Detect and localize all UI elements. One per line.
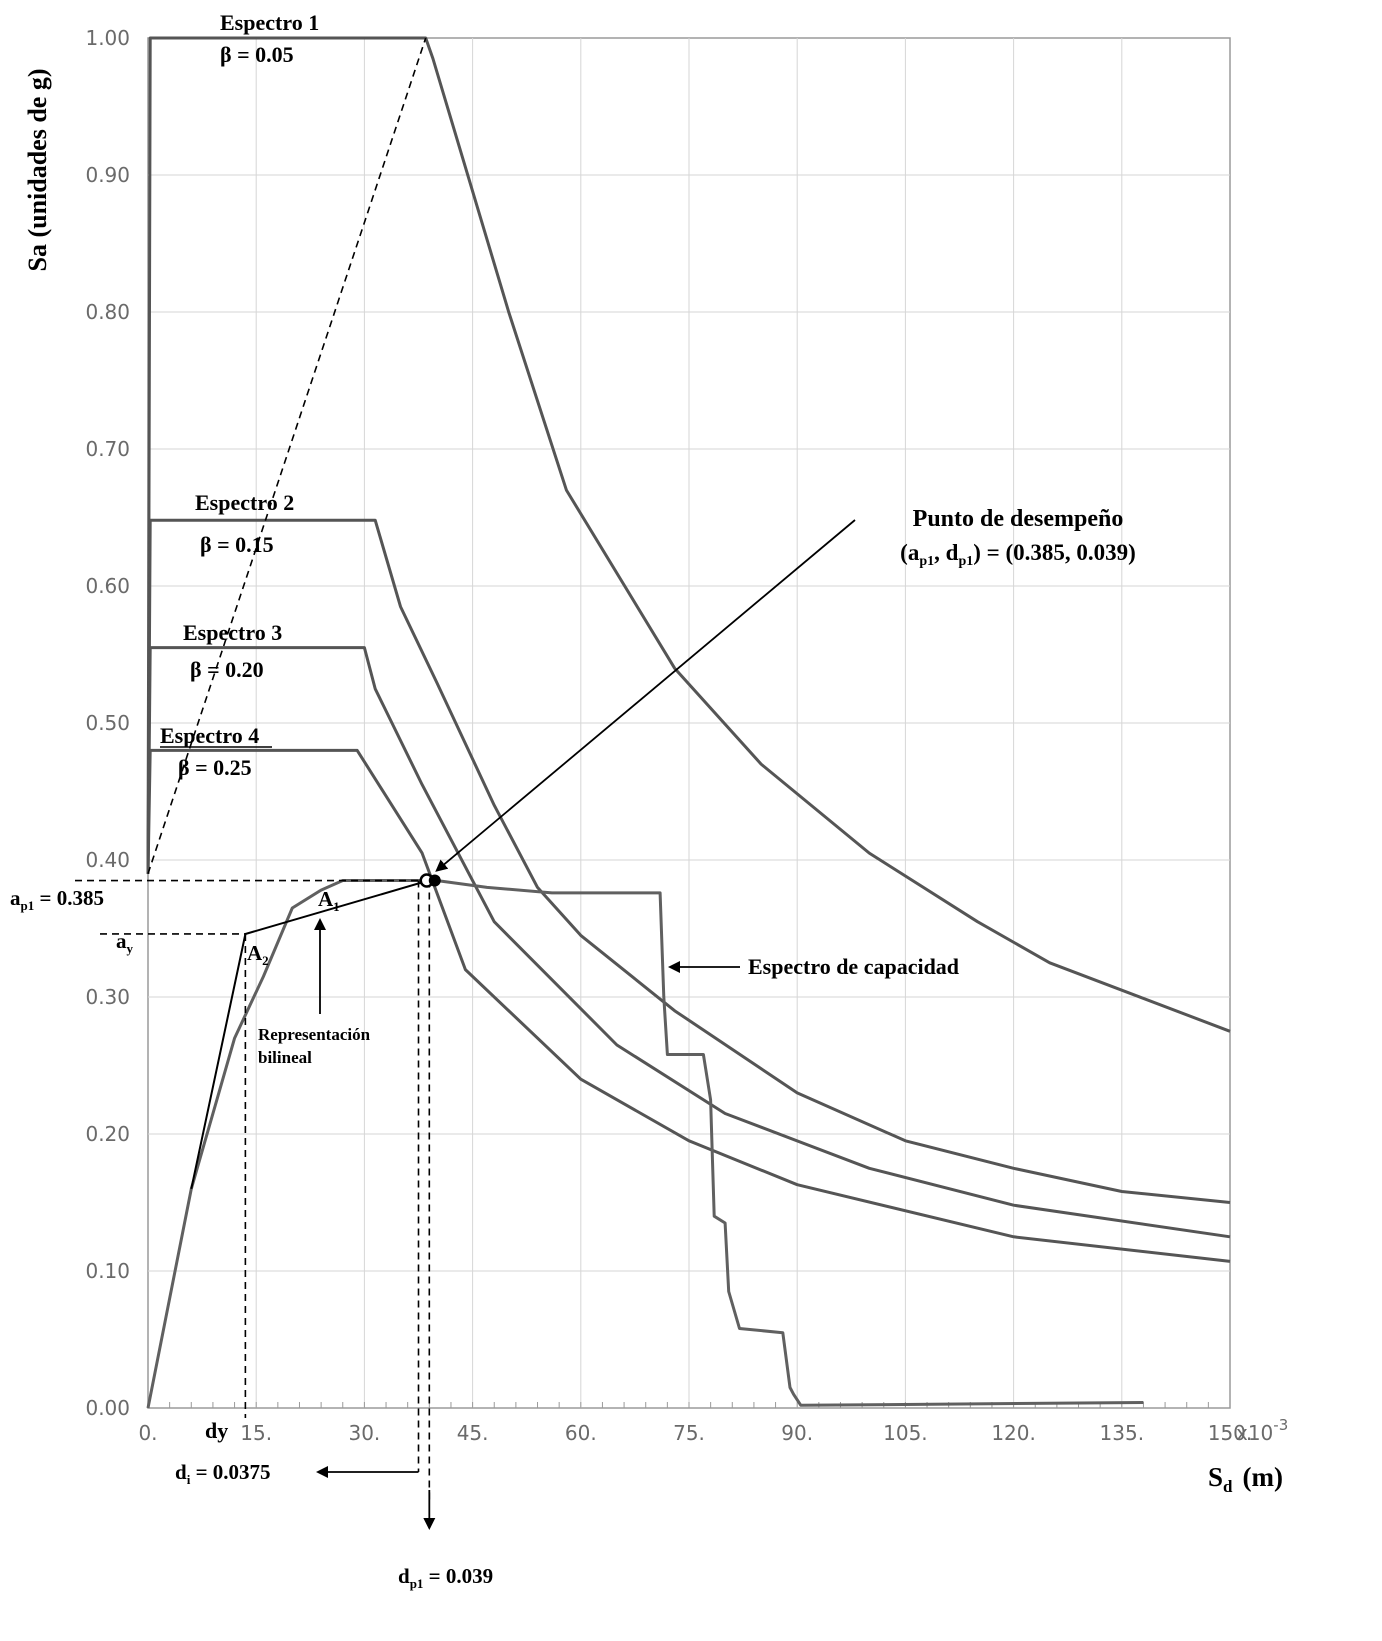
series-espectro-2 (146, 518, 1231, 1204)
series-layer (146, 36, 1231, 1409)
x-tick-label: 15. (240, 1421, 272, 1445)
x-tick-label: 105. (883, 1421, 928, 1445)
x-tick-label: 30. (348, 1421, 380, 1445)
x-tick-label: 0. (138, 1421, 157, 1445)
spectrum-2-beta: β = 0.15 (200, 532, 274, 557)
y-tick-label: 0.40 (85, 848, 130, 872)
y-tick-label: 1.00 (85, 26, 130, 50)
bilinear-label: Representación (258, 1025, 371, 1044)
series-espectro-3 (146, 646, 1231, 1239)
spectrum-1-beta: β = 0.05 (220, 42, 294, 67)
capacity-label: Espectro de capacidad (748, 954, 959, 979)
annotation-layer (75, 37, 856, 1530)
x-tick-label: 135. (1100, 1421, 1145, 1445)
x-tick-label: 60. (565, 1421, 597, 1445)
y-tick-label: 0.80 (85, 300, 130, 324)
text-layer: 0. 15. 30. 45. 60. 75. 90. 105. 120. 135. 150. 0.00… (10, 10, 1288, 1591)
y-tick-label: 0.70 (85, 437, 130, 461)
A2-label: A2 (247, 941, 269, 968)
spectrum-3-label: Espectro 3 (183, 620, 282, 645)
spectrum-3-beta: β = 0.20 (190, 657, 264, 682)
x-tick-label: 90. (781, 1421, 813, 1445)
series-espectro-4 (146, 748, 1231, 1263)
x-tick-label: 75. (673, 1421, 705, 1445)
grid (147, 37, 1231, 1409)
bilinear-label-2: bilineal (258, 1048, 312, 1067)
x-axis-label: Sd (m) (1208, 1462, 1283, 1496)
tangent-dashed-line (147, 37, 427, 874)
performance-point-marker (428, 874, 441, 887)
series-espectro-de-capacidad (146, 879, 1144, 1409)
x-tick-label: 150. (1208, 1421, 1253, 1445)
spectrum-4-beta: β = 0.25 (178, 755, 252, 780)
ay-label: ay (116, 929, 134, 956)
y-tick-label: 0.30 (85, 985, 130, 1009)
y-tick-label: 0.90 (85, 163, 130, 187)
spectrum-4-label: Espectro 4 (160, 723, 259, 748)
A1-label: A1 (318, 887, 340, 914)
di-label: di = 0.0375 (175, 1460, 271, 1487)
series-espectro-1 (146, 36, 1231, 1033)
x-tick-label: 45. (457, 1421, 489, 1445)
x-multiplier: x10-3 (1236, 1416, 1288, 1445)
performance-point-value: (ap1, dp1) = (0.385, 0.039) (900, 540, 1136, 569)
y-tick-label: 0.00 (85, 1396, 130, 1420)
performance-point-arrow (435, 519, 856, 872)
y-tick-label: 0.20 (85, 1122, 130, 1146)
ap1-label: ap1 = 0.385 (10, 886, 104, 913)
dp1-label: dp1 = 0.039 (398, 1564, 493, 1591)
y-tick-label: 0.50 (85, 711, 130, 735)
dy-label: dy (205, 1418, 228, 1443)
y-tick-label: 0.60 (85, 574, 130, 598)
y-axis-label: Sa (unidades de g) (23, 69, 52, 272)
spectrum-1-label: Espectro 1 (220, 10, 319, 35)
y-tick-label: 0.10 (85, 1259, 130, 1283)
performance-point-title: Punto de desempeño (913, 506, 1124, 532)
x-tick-label: 120. (991, 1421, 1036, 1445)
spectrum-2-label: Espectro 2 (195, 490, 294, 515)
